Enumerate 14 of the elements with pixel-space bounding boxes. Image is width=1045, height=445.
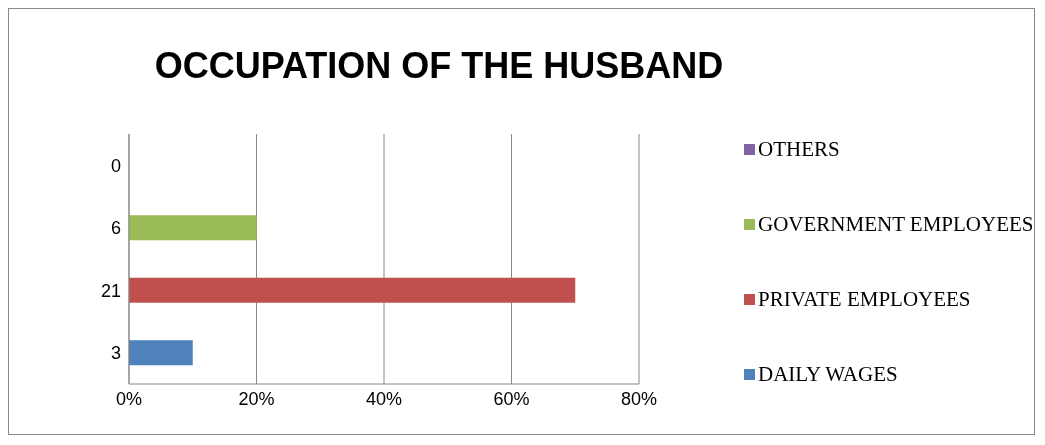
x-tick-label: 0% <box>115 388 143 409</box>
x-tick-label: 40% <box>365 388 403 409</box>
chart-title: OCCUPATION OF THE HUSBAND <box>153 45 725 87</box>
y-tick-label: 0 <box>110 155 121 176</box>
legend-label: DAILY WAGES <box>758 362 898 387</box>
legend-label: PRIVATE EMPLOYEES <box>758 287 971 312</box>
x-tick-label: 60% <box>493 388 530 409</box>
x-tick-label: 80% <box>620 388 658 409</box>
y-tick-label: 21 <box>100 280 121 301</box>
y-tick-label: 3 <box>110 343 121 364</box>
legend-label: OTHERS <box>758 137 840 162</box>
x-tick-label: 20% <box>238 388 275 409</box>
y-tick-label: 6 <box>110 218 121 239</box>
legend-label: GOVERNMENT EMPLOYEES <box>758 212 1034 237</box>
